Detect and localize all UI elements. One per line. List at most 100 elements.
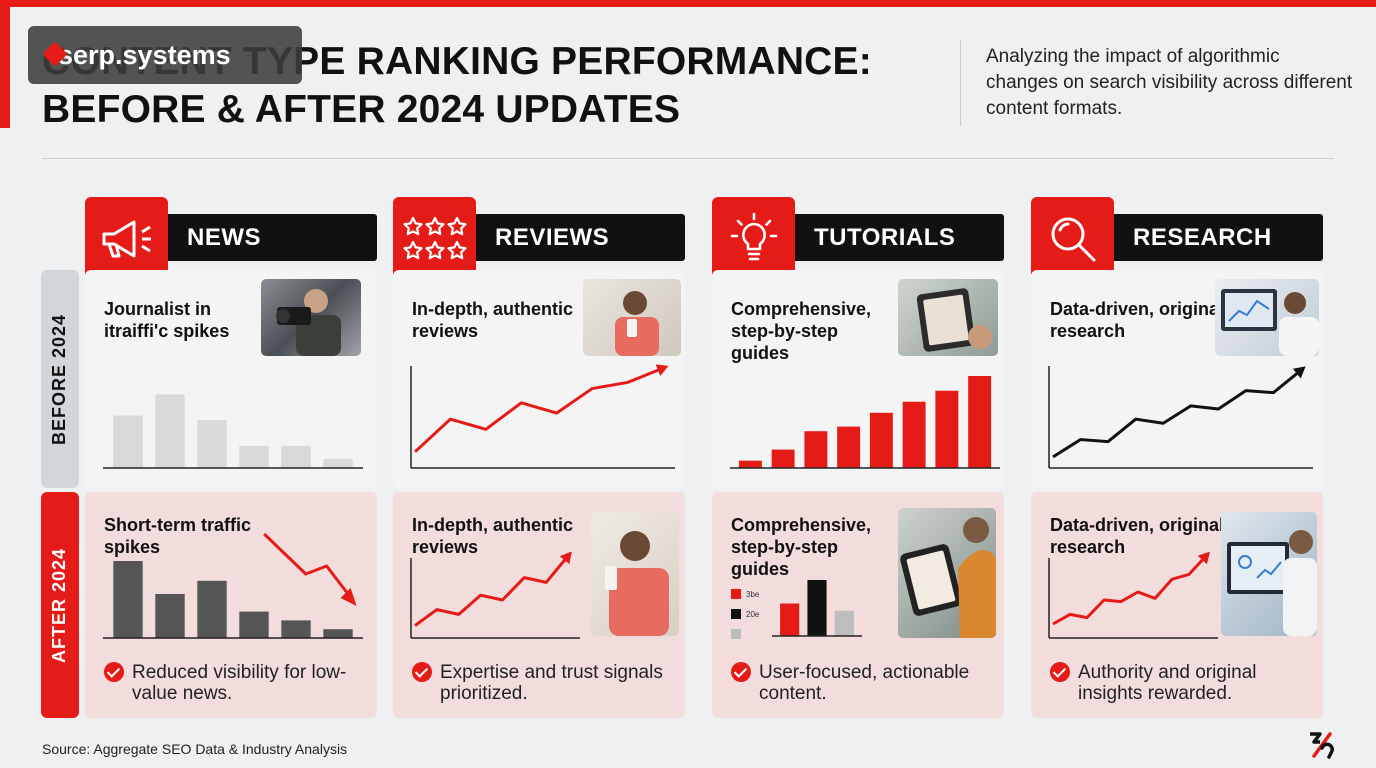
before-caption: Data-driven, original research bbox=[1050, 299, 1225, 341]
before-caption: In-depth, authentic reviews bbox=[412, 299, 573, 341]
before-caption: Journalist in itraiffi'c spikes bbox=[104, 299, 230, 341]
bar bbox=[197, 580, 227, 638]
after-panel: In-depth, authentic reviews Expertise an… bbox=[393, 492, 685, 718]
researcher-photo bbox=[1215, 279, 1319, 356]
legend-item: 3be bbox=[731, 584, 759, 604]
bar bbox=[780, 603, 800, 636]
check-icon bbox=[1050, 662, 1070, 682]
reviews-after-chart bbox=[410, 552, 580, 639]
check-icon bbox=[104, 662, 124, 682]
bar bbox=[197, 420, 227, 468]
legend-swatch bbox=[731, 609, 741, 619]
before-panel: Comprehensive, step-by-step guides bbox=[712, 270, 1004, 488]
after-caption: Comprehensive, step-by-step guides bbox=[731, 515, 872, 579]
megaphone-icon bbox=[85, 197, 168, 280]
lightbulb-icon bbox=[712, 197, 795, 280]
trend-line bbox=[263, 532, 354, 601]
after-panel: Short-term traffic spikes Reduced visibi… bbox=[85, 492, 377, 718]
bar bbox=[323, 629, 353, 638]
tutorials-before-chart bbox=[730, 376, 1000, 469]
bar bbox=[902, 401, 926, 468]
research-before-chart bbox=[1048, 366, 1313, 469]
brand-logo: serp.systems bbox=[28, 26, 302, 84]
column-reviews: REVIEWS In-depth, authentic reviews In-d… bbox=[393, 197, 685, 718]
after-panel: Comprehensive, step-by-step guides 3be 2… bbox=[712, 492, 1004, 718]
bar bbox=[935, 390, 959, 468]
arrow-head bbox=[1197, 552, 1210, 565]
source-note: Source: Aggregate SEO Data & Industry An… bbox=[42, 741, 348, 757]
bullet-text: Expertise and trust signals prioritized. bbox=[440, 662, 663, 704]
bullet-text: Authority and original insights rewarded… bbox=[1078, 662, 1257, 704]
after-caption: Short-term traffic spikes bbox=[104, 515, 252, 557]
column-tutorials: TUTORIALS Comprehensive, step-by-step gu… bbox=[712, 197, 1004, 718]
bar bbox=[968, 376, 992, 468]
row-label-after: AFTER 2024 bbox=[41, 492, 79, 718]
section-divider bbox=[42, 158, 1334, 159]
series-line bbox=[1052, 554, 1208, 626]
legend-label: 3be bbox=[746, 589, 760, 599]
tablet-photo bbox=[898, 279, 998, 356]
bullet: Authority and original insights rewarded… bbox=[1050, 662, 1315, 704]
research-after-chart bbox=[1048, 552, 1218, 639]
news-before-chart bbox=[103, 394, 363, 469]
legend-item: 20e bbox=[731, 604, 759, 624]
arrow-head bbox=[655, 364, 669, 376]
legend-swatch bbox=[731, 629, 741, 639]
column-title: NEWS bbox=[187, 224, 261, 251]
tablet-photo-2 bbox=[898, 508, 996, 638]
column-research: RESEARCH Data-driven, original research … bbox=[1031, 197, 1323, 718]
row-label-before-text: BEFORE 2024 bbox=[49, 313, 70, 445]
magnifier-icon bbox=[1031, 197, 1114, 280]
column-title: RESEARCH bbox=[1133, 224, 1272, 251]
chart-legend: 3be 20e bbox=[731, 584, 759, 644]
left-accent-bar bbox=[0, 0, 10, 128]
bullet: Reduced visibility for low-value news. bbox=[104, 662, 369, 704]
bar bbox=[155, 394, 185, 468]
bar bbox=[771, 449, 795, 468]
after-panel: Data-driven, original research Authority… bbox=[1031, 492, 1323, 718]
column-news: NEWS Journalist in itraiffi'c spikes Sho… bbox=[85, 197, 377, 718]
bar bbox=[239, 445, 269, 468]
tutorials-after-chart bbox=[772, 580, 862, 637]
bullet: Expertise and trust signals prioritized. bbox=[412, 662, 677, 704]
logo-text: serp.systems bbox=[58, 39, 231, 70]
bar bbox=[869, 412, 893, 468]
journalist-photo bbox=[261, 279, 361, 356]
after-caption: Data-driven, original research bbox=[1050, 515, 1225, 557]
bar bbox=[738, 460, 762, 468]
reviews-before-chart bbox=[410, 364, 675, 469]
researcher-photo-2 bbox=[1221, 512, 1317, 636]
bar bbox=[323, 458, 353, 468]
check-icon bbox=[412, 662, 432, 682]
before-panel: Journalist in itraiffi'c spikes bbox=[85, 270, 377, 488]
bar bbox=[834, 610, 854, 636]
news-after-chart bbox=[103, 532, 363, 639]
reviewer-photo bbox=[583, 279, 681, 356]
top-accent-bar bbox=[0, 0, 1376, 7]
series-line bbox=[413, 366, 664, 453]
before-panel: In-depth, authentic reviews bbox=[393, 270, 685, 488]
legend-item bbox=[731, 624, 759, 644]
column-title: TUTORIALS bbox=[814, 224, 956, 251]
row-label-before: BEFORE 2024 bbox=[41, 270, 79, 488]
bullet-text: User-focused, actionable content. bbox=[759, 662, 970, 704]
column-title: REVIEWS bbox=[495, 224, 610, 251]
bar bbox=[837, 426, 861, 468]
reviewer-photo-2 bbox=[591, 512, 679, 636]
title-line-2: BEFORE & AFTER 2024 UPDATES bbox=[42, 88, 681, 131]
bar bbox=[239, 611, 269, 638]
bar bbox=[113, 561, 143, 638]
arrow-head bbox=[1292, 366, 1306, 379]
bar bbox=[804, 431, 828, 468]
bar bbox=[281, 620, 311, 638]
footer-logo-icon bbox=[1310, 732, 1334, 759]
series-line bbox=[1052, 369, 1302, 459]
legend-swatch bbox=[731, 589, 741, 599]
series-line bbox=[414, 555, 570, 627]
bar bbox=[113, 415, 143, 468]
arrow-head bbox=[559, 552, 572, 565]
legend-label: 20e bbox=[746, 609, 760, 619]
subtitle: Analyzing the impact of algorithmic chan… bbox=[986, 46, 1353, 119]
check-icon bbox=[731, 662, 751, 682]
bar bbox=[807, 580, 827, 636]
